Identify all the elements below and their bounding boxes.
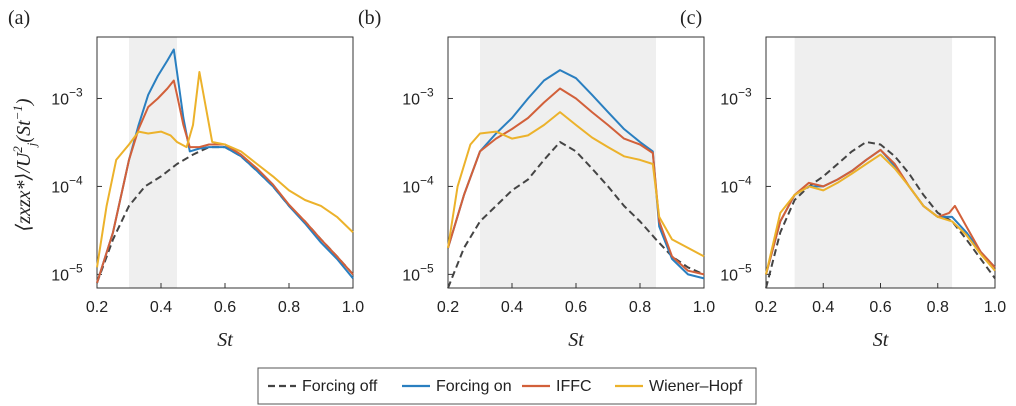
y-tick-label: 10−4: [720, 173, 752, 196]
panel-label: (b): [358, 7, 381, 29]
panel-c: 0.2 0.4 0.6 0.8 1.0 St 10−5 10−4 10−3 (c): [680, 7, 1006, 351]
series-line-wiener-hopf: [765, 153, 996, 275]
panel-a: 0.2 0.4 0.6 0.8 1.0 St 10−5 10−4 10−3 (a): [8, 7, 364, 351]
panel-b: 0.2 0.4 0.6 0.8 1.0 St 10−5 10−4 10−3 (b): [358, 7, 715, 351]
y-tick-label: 10−4: [402, 173, 434, 196]
legend-label-forcing-on: Forcing on: [436, 378, 512, 395]
x-tick-label: 0.2: [755, 299, 777, 316]
y-tick-label: 10−5: [720, 261, 752, 284]
x-tick-label: 0.4: [812, 299, 834, 316]
legend: Forcing off Forcing on IFFC Wiener–Hopf: [257, 367, 757, 405]
panel-label: (c): [680, 7, 702, 29]
series-line-iffc: [96, 79, 354, 284]
x-tick-label: 0.4: [150, 299, 172, 316]
series-line-wiener-hopf: [96, 71, 354, 268]
x-tick-label: 1.0: [342, 299, 364, 316]
y-tick-label: 10−4: [51, 173, 83, 196]
x-tick-label: 0.6: [565, 299, 587, 316]
y-tick-label: 10−3: [720, 85, 752, 108]
x-tick-label: 0.8: [278, 299, 300, 316]
x-tick-label: 0.2: [437, 299, 459, 316]
series-line-iffc: [447, 87, 705, 276]
x-tick-label: 0.8: [629, 299, 651, 316]
y-tick-label: 10−3: [51, 85, 83, 108]
shaded-region: [129, 37, 177, 288]
y-tick-label: 10−3: [402, 85, 434, 108]
series-line-forcing-on: [447, 69, 705, 280]
y-tick-label: 10−5: [51, 261, 83, 284]
panel-label: (a): [8, 7, 30, 29]
x-axis-label: St: [873, 329, 889, 351]
y-tick-label: 10−5: [402, 261, 434, 284]
x-tick-label: 0.4: [501, 299, 523, 316]
x-tick-label: 0.8: [927, 299, 949, 316]
legend-label-wiener-hopf: Wiener–Hopf: [649, 378, 743, 395]
x-tick-label: 0.2: [86, 299, 108, 316]
series-line-iffc: [765, 148, 996, 275]
legend-box: [257, 367, 757, 405]
legend-label-forcing-off: Forcing off: [302, 378, 378, 395]
shaded-region: [480, 37, 656, 288]
series-line-wiener-hopf: [447, 111, 705, 258]
series-line-forcing-off: [447, 141, 705, 289]
series-line-forcing-off: [765, 141, 996, 289]
x-tick-label: 1.0: [693, 299, 715, 316]
x-axis-label: St: [568, 329, 584, 351]
legend-label-iffc: IFFC: [556, 378, 592, 395]
y-axis-label: ⟨zxzx*⟩/U2j(St−1): [10, 98, 39, 232]
x-tick-label: 0.6: [869, 299, 891, 316]
x-tick-label: 0.6: [214, 299, 236, 316]
shaded-region: [794, 37, 953, 288]
x-tick-label: 1.0: [984, 299, 1006, 316]
series-line-forcing-on: [96, 48, 354, 284]
x-axis-label: St: [217, 329, 233, 351]
